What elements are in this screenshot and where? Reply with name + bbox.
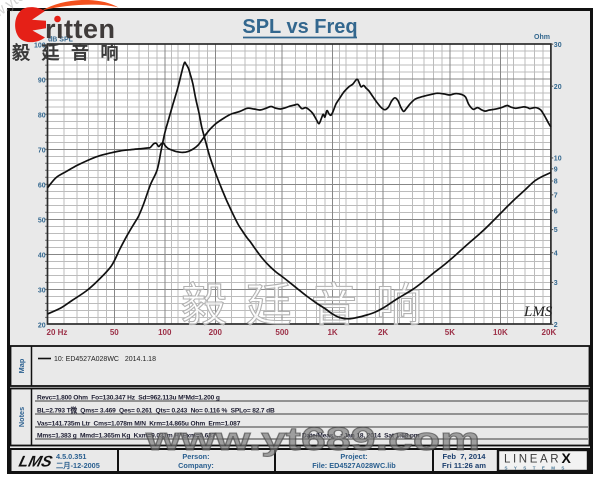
svg-text:Company:: Company:: [178, 461, 214, 470]
svg-text:二月-12-2005: 二月-12-2005: [56, 461, 100, 470]
svg-text:70: 70: [38, 148, 46, 155]
svg-text:SPL vs Freq: SPL vs Freq: [242, 16, 357, 38]
svg-text:4.5.0.351: 4.5.0.351: [56, 452, 86, 461]
svg-text:60: 60: [38, 183, 46, 190]
svg-text:20: 20: [554, 84, 562, 91]
svg-text:dB SPL: dB SPL: [48, 37, 74, 44]
svg-text:5: 5: [554, 227, 558, 234]
svg-text:30: 30: [38, 288, 46, 295]
svg-text:500: 500: [275, 328, 289, 337]
svg-text:10K: 10K: [493, 328, 508, 337]
svg-text:6: 6: [554, 208, 558, 215]
svg-text:www.yt689.com: www.yt689.com: [145, 421, 480, 457]
svg-text:Vas=141.735m Ltr Cms=1.078m M: Vas=141.735m Ltr Cms=1.078m M/N Krm=14.8…: [37, 421, 241, 428]
svg-text:Map: Map: [17, 358, 26, 373]
svg-text:Revc=1.800 Ohm Fo=130.347 Hz: Revc=1.800 Ohm Fo=130.347 Hz Sd=962.113u…: [37, 395, 220, 402]
svg-text:8: 8: [554, 179, 558, 186]
svg-text:BL=2.793 T微 Qms= 3.469 Qes=: BL=2.793 T微 Qms= 3.469 Qes= 0.261 Qts= 0…: [37, 406, 275, 415]
svg-text:10: 10: [554, 156, 562, 163]
svg-text:Person:: Person:: [182, 452, 209, 461]
svg-text:X: X: [562, 450, 572, 466]
svg-text:Date/Meas....: Jan 18, 2014 S: Date/Meas....: Jan 18, 2014 Sat 1:58 pm: [302, 432, 420, 439]
svg-text:1K: 1K: [327, 328, 337, 337]
svg-text:10: ED4527A028WC 2014.1.18: 10: ED4527A028WC 2014.1.18: [54, 356, 156, 363]
svg-text:Mms=1.383 g Mmd=1.365m Kg Kx: Mms=1.383 g Mmd=1.365m Kg Kxm=9.031m H E…: [37, 432, 216, 439]
svg-text:毅廷音响: 毅廷音响: [11, 42, 130, 63]
svg-text:2K: 2K: [378, 328, 388, 337]
svg-text:LINEAR: LINEAR: [504, 454, 561, 466]
svg-text:100: 100: [158, 328, 172, 337]
svg-text:100: 100: [34, 42, 46, 49]
svg-text:7: 7: [554, 192, 558, 199]
svg-text:Fri 11:26 am: Fri 11:26 am: [442, 461, 486, 470]
svg-text:Notes: Notes: [17, 407, 26, 427]
svg-text:File: ED4527A028WC.lib: File: ED4527A028WC.lib: [312, 461, 396, 470]
svg-text:Ohm: Ohm: [534, 34, 550, 41]
svg-text:20: 20: [38, 323, 46, 330]
svg-text:90: 90: [38, 77, 46, 84]
svg-text:2: 2: [554, 322, 558, 329]
svg-text:20K: 20K: [542, 328, 557, 337]
svg-text:LMS: LMS: [17, 454, 54, 471]
svg-text:5K: 5K: [445, 328, 455, 337]
svg-text:SYSTEMS: SYSTEMS: [505, 465, 571, 470]
svg-text:50: 50: [38, 218, 46, 225]
svg-text:30: 30: [554, 42, 562, 49]
svg-text:3: 3: [554, 280, 558, 287]
svg-text:4: 4: [554, 250, 558, 257]
svg-text:50: 50: [110, 328, 119, 337]
svg-text:80: 80: [38, 113, 46, 120]
svg-text:rıtten: rıtten: [45, 14, 116, 44]
svg-text:毅廷音响: 毅廷音响: [181, 279, 441, 331]
svg-text:Feb 7, 2014: Feb 7, 2014: [442, 452, 486, 461]
svg-text:LMS: LMS: [523, 304, 553, 320]
svg-text:40: 40: [38, 253, 46, 260]
svg-text:20 Hz: 20 Hz: [47, 328, 68, 337]
svg-text:9: 9: [554, 166, 558, 173]
svg-text:200: 200: [209, 328, 223, 337]
svg-text:Project:: Project:: [340, 452, 367, 461]
